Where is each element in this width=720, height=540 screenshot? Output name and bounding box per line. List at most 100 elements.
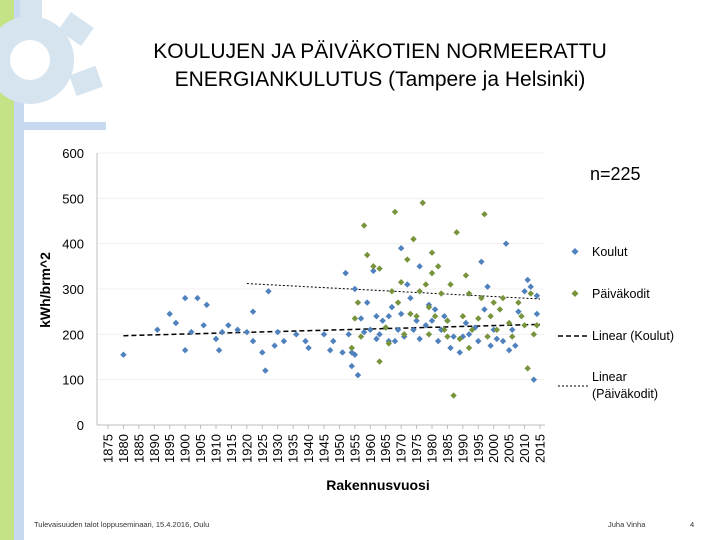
x-tick-label: 1900	[178, 434, 193, 463]
data-point-paivakodit	[496, 306, 504, 313]
data-point-koulut	[515, 308, 522, 315]
data-point-koulut	[524, 276, 531, 284]
data-point-paivakodit	[413, 313, 420, 320]
data-point-paivakodit	[521, 322, 528, 329]
x-tick-label: 1975	[409, 434, 424, 463]
data-point-paivakodit	[453, 229, 460, 236]
x-tick-label: 1885	[131, 434, 146, 463]
y-tick-label: 400	[62, 237, 84, 252]
sample-size-annotation: n=225	[590, 164, 641, 184]
legend-marker-koulut	[571, 248, 579, 255]
data-point-koulut	[502, 240, 510, 247]
data-point-koulut	[330, 337, 337, 345]
data-point-koulut	[397, 245, 405, 252]
data-point-koulut	[431, 306, 439, 313]
gear-decoration-icon	[0, 0, 103, 104]
data-point-koulut	[274, 328, 281, 336]
data-point-koulut	[404, 281, 411, 288]
data-point-koulut	[475, 337, 482, 345]
data-point-paivakodit	[391, 208, 399, 216]
y-tick-label: 500	[62, 191, 84, 206]
data-point-paivakodit	[428, 249, 436, 256]
data-point-koulut	[249, 337, 257, 345]
x-tick-label: 1890	[147, 434, 162, 463]
legend-marker-paivakodit	[571, 290, 579, 297]
data-point-koulut	[360, 328, 368, 336]
data-point-paivakodit	[518, 313, 525, 320]
data-point-paivakodit	[484, 333, 491, 340]
data-point-paivakodit	[348, 344, 355, 352]
data-point-koulut	[271, 342, 278, 349]
data-point-paivakodit	[527, 290, 534, 297]
data-point-koulut	[351, 285, 359, 293]
data-point-koulut	[481, 306, 488, 313]
left-blue-strip	[14, 0, 24, 540]
data-point-koulut	[428, 317, 436, 324]
data-point-koulut	[487, 342, 494, 349]
data-point-koulut	[218, 328, 226, 336]
data-point-paivakodit	[462, 272, 470, 279]
legend-label-koulut: Koulut	[592, 245, 628, 259]
data-point-koulut	[373, 335, 380, 343]
x-tick-label: 1925	[255, 434, 270, 463]
data-point-koulut	[373, 313, 380, 320]
legend: Koulut Päiväkodit Linear (Koulut) Linear…	[558, 245, 674, 401]
data-point-koulut	[370, 267, 377, 275]
x-tick-label: 1875	[101, 434, 116, 463]
slide-title: KOULUJEN JA PÄIVÄKOTIEN NORMEERATTU ENER…	[60, 38, 700, 94]
x-tick-label: 1940	[301, 434, 316, 463]
x-tick-label: 1905	[193, 434, 208, 463]
trendline-koulut	[123, 323, 541, 337]
x-tick-label: 2010	[517, 434, 532, 463]
x-tick-label: 1910	[209, 434, 224, 463]
data-point-koulut	[203, 301, 210, 309]
data-point-koulut	[456, 349, 463, 356]
data-point-koulut	[345, 331, 352, 338]
data-point-koulut	[447, 344, 454, 352]
data-point-koulut	[172, 319, 180, 327]
data-point-koulut	[493, 335, 500, 343]
data-point-koulut	[154, 326, 161, 333]
data-point-koulut	[410, 326, 417, 333]
data-point-koulut	[181, 294, 189, 302]
data-point-paivakodit	[456, 335, 463, 343]
data-point-paivakodit	[481, 211, 488, 218]
data-point-paivakodit	[404, 256, 411, 263]
data-point-paivakodit	[351, 315, 359, 322]
data-point-paivakodit	[370, 263, 377, 270]
data-point-koulut	[354, 371, 362, 379]
data-point-paivakodit	[407, 310, 414, 318]
page-number: 4	[690, 520, 695, 529]
data-point-koulut	[351, 351, 359, 358]
data-point-koulut	[422, 322, 430, 329]
data-point-koulut	[194, 294, 201, 302]
data-point-koulut	[521, 288, 528, 295]
data-point-paivakodit	[410, 235, 417, 243]
data-point-koulut	[462, 319, 470, 327]
data-point-paivakodit	[434, 263, 442, 270]
data-point-koulut	[280, 337, 288, 345]
data-point-paivakodit	[357, 333, 365, 340]
series-paivakodit	[348, 199, 541, 399]
x-tick-label: 1995	[471, 434, 486, 463]
data-point-paivakodit	[388, 288, 396, 295]
data-point-paivakodit	[459, 313, 467, 320]
data-point-paivakodit	[447, 281, 454, 288]
x-tick-label: 1945	[317, 434, 332, 463]
x-tick-label: 1990	[455, 434, 470, 463]
data-point-koulut	[394, 326, 402, 333]
data-point-paivakodit	[431, 313, 439, 320]
data-point-koulut	[385, 313, 392, 320]
x-tick-label: 1915	[224, 434, 239, 463]
data-point-koulut	[441, 313, 448, 320]
data-point-paivakodit	[376, 358, 383, 365]
data-point-koulut	[413, 317, 420, 324]
legend-label-linear-paivakodit-2: (Päiväkodit)	[592, 387, 658, 401]
y-tick-label: 100	[62, 373, 84, 388]
data-point-koulut	[320, 331, 328, 338]
data-point-paivakodit	[397, 279, 405, 286]
x-tick-label: 1935	[286, 434, 301, 463]
data-point-koulut	[265, 288, 272, 295]
data-point-koulut	[302, 337, 309, 345]
